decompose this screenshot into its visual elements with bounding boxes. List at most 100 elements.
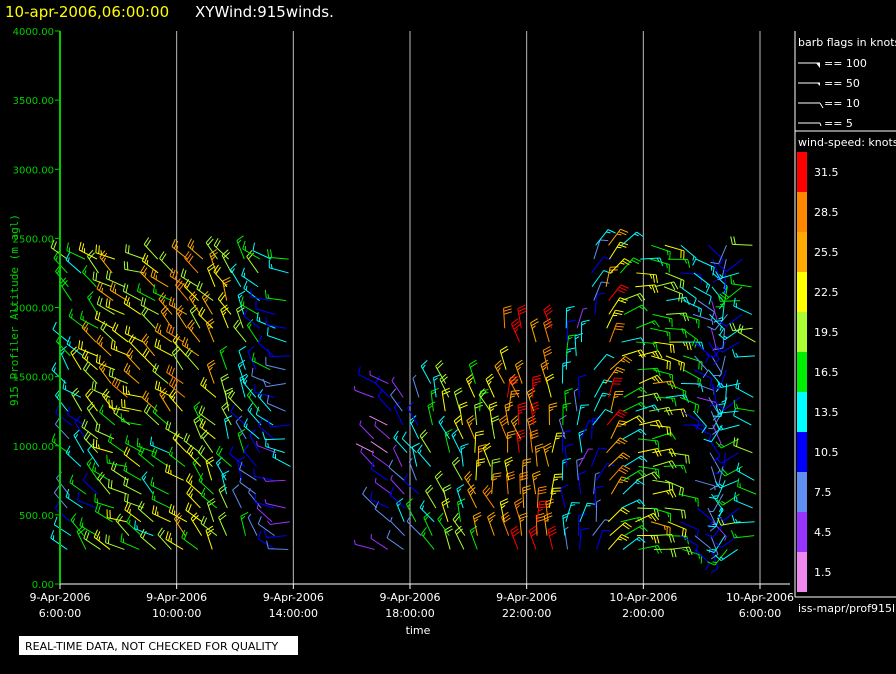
barb-shaft xyxy=(112,329,129,343)
barb-feather xyxy=(157,381,161,391)
barb-feather xyxy=(670,549,674,558)
barb-feather xyxy=(69,474,74,483)
barb-feather xyxy=(219,294,226,302)
barb-shaft xyxy=(374,425,391,440)
barb-shaft xyxy=(121,421,142,426)
barb-feather xyxy=(183,531,188,540)
barb-feather xyxy=(474,518,479,523)
barb-feather xyxy=(144,392,150,401)
barb-feather xyxy=(454,387,462,393)
barb-shaft xyxy=(594,294,598,315)
barb-feather xyxy=(565,443,574,447)
x-tick-date: 9-Apr-2006 xyxy=(379,591,440,604)
barb-shaft xyxy=(591,256,604,274)
barb-shaft xyxy=(417,451,432,467)
barb-feather xyxy=(101,287,104,293)
barb-feather xyxy=(190,293,198,301)
barb-feather xyxy=(715,271,721,279)
barb-shaft xyxy=(667,521,687,530)
barb-feather xyxy=(52,321,57,330)
barb-shaft xyxy=(140,272,155,288)
barb-feather xyxy=(518,408,527,412)
barb-shaft xyxy=(636,471,655,481)
barb-feather xyxy=(528,525,537,532)
barb-feather xyxy=(679,279,682,288)
barb-feather xyxy=(407,502,411,508)
barb-feather xyxy=(219,514,227,521)
barb-feather xyxy=(174,271,179,280)
barb-feather xyxy=(680,362,683,371)
barb-feather xyxy=(231,268,235,273)
barb-feather xyxy=(636,500,641,504)
barb-shaft xyxy=(708,397,720,415)
barb-feather xyxy=(715,441,722,449)
barb-shaft xyxy=(369,374,389,384)
barb-feather xyxy=(94,382,97,391)
barb-shaft xyxy=(530,322,537,343)
barb-shaft xyxy=(514,502,521,522)
barb-feather xyxy=(678,293,681,302)
barb-shaft xyxy=(128,341,144,357)
barb-feather xyxy=(581,319,590,323)
barb-feather xyxy=(154,338,158,347)
barb-shaft xyxy=(96,303,115,315)
barb-shaft xyxy=(479,391,481,412)
speed-label: 7.5 xyxy=(814,486,832,499)
barb-feather xyxy=(513,422,518,427)
barb-feather xyxy=(390,388,397,396)
barb-shaft xyxy=(610,420,620,440)
barb-shaft xyxy=(692,313,713,322)
barb-shaft xyxy=(213,271,228,288)
barb-feather xyxy=(538,491,547,495)
barb-feather xyxy=(186,343,189,349)
barb-feather xyxy=(87,249,94,257)
barb-feather xyxy=(699,308,703,318)
barb-shaft xyxy=(123,453,141,467)
barb-shaft xyxy=(257,395,272,412)
barb-feather xyxy=(162,299,166,305)
barb-feather xyxy=(441,497,450,504)
barb-feather xyxy=(186,486,192,494)
barb-feather xyxy=(207,532,212,537)
barb-shaft xyxy=(189,310,201,329)
barb-shaft xyxy=(528,530,537,550)
barb-feather xyxy=(72,390,80,397)
barb-feather xyxy=(517,438,522,443)
barb-feather xyxy=(535,446,544,451)
barb-shaft xyxy=(665,394,686,398)
speed-label: 19.5 xyxy=(814,326,839,339)
barb-feather xyxy=(209,366,213,371)
barb-feather xyxy=(128,302,131,307)
barb-flag-legend: barb flags in knots == 100== 50== 10== 5 xyxy=(794,31,896,132)
barb-shaft xyxy=(485,378,495,398)
barb-shaft xyxy=(596,463,608,481)
barb-feather xyxy=(637,350,643,359)
barb-feather xyxy=(503,311,512,315)
barb-feather xyxy=(734,518,739,524)
barb-feather xyxy=(492,458,501,461)
barb-shaft xyxy=(159,393,171,412)
barb-feather xyxy=(128,519,131,525)
barb-feather xyxy=(105,298,108,307)
barb-feather xyxy=(166,364,170,373)
barb-feather xyxy=(666,250,669,256)
barb-shaft xyxy=(592,409,606,426)
barb-feather xyxy=(181,529,186,538)
barb-feather xyxy=(406,498,413,505)
barb-feather xyxy=(258,418,263,427)
barb-feather xyxy=(701,342,705,351)
barb-feather xyxy=(82,265,88,273)
barb-feather xyxy=(617,411,626,416)
barb-shaft xyxy=(252,250,272,260)
barb-feather xyxy=(678,487,682,496)
barb-feather xyxy=(188,255,194,263)
barb-feather xyxy=(668,461,674,469)
barb-feather xyxy=(161,253,167,261)
barb-feather xyxy=(140,265,146,273)
barb-feather xyxy=(91,462,96,471)
barb-shaft xyxy=(456,488,464,509)
barb-feather xyxy=(100,363,107,371)
y-axis-label: 915 Profiler Altitude (m agl) xyxy=(8,214,21,406)
barb-shaft xyxy=(441,502,449,522)
speed-label: 28.5 xyxy=(814,206,839,219)
